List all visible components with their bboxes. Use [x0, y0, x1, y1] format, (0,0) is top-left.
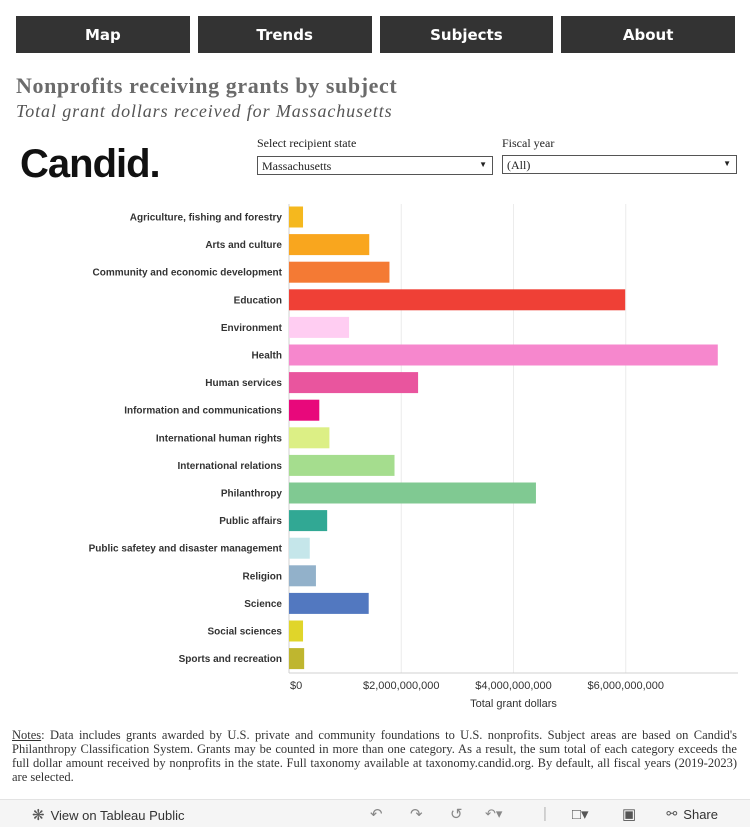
state-select-value: Massachusetts [262, 159, 332, 173]
bar[interactable] [289, 289, 626, 311]
category-label: Public affairs [219, 516, 282, 527]
top-navigation: Map Trends Subjects About [16, 16, 735, 53]
bar[interactable] [289, 592, 369, 614]
bar[interactable] [289, 510, 328, 532]
category-label: Health [251, 351, 282, 362]
share-label: Share [683, 806, 718, 822]
comment-icon[interactable]: □▾ [572, 806, 589, 823]
x-tick-label: $6,000,000,000 [588, 680, 664, 692]
view-on-tableau-label: View on Tableau Public [50, 807, 185, 823]
dropdown-arrow-icon: ▼ [723, 159, 731, 168]
notes-body: : Data includes grants awarded by U.S. p… [12, 728, 737, 784]
bar[interactable] [289, 620, 304, 642]
bar[interactable] [289, 206, 304, 228]
share-button[interactable]: ⚯ Share [666, 806, 718, 822]
year-select[interactable]: (All) ▼ [502, 155, 737, 174]
bar[interactable] [289, 344, 718, 366]
nav-about-button[interactable]: About [561, 16, 735, 53]
category-label: International relations [178, 461, 283, 472]
nav-subjects-button[interactable]: Subjects [379, 16, 554, 53]
bar-chart: Agriculture, fishing and forestry Arts an… [89, 204, 738, 710]
candid-logo: Candid. [20, 142, 161, 186]
category-label: Agriculture, fishing and forestry [130, 213, 283, 224]
bar[interactable] [289, 372, 419, 394]
year-filter-label: Fiscal year [502, 136, 555, 150]
bar[interactable] [289, 427, 330, 449]
bars-group [289, 206, 718, 670]
toolbar-divider: | [543, 805, 547, 822]
category-label: Arts and culture [205, 240, 282, 251]
x-tick-label: $4,000,000,000 [475, 680, 551, 692]
category-label: Sports and recreation [179, 654, 282, 665]
category-label: Information and communications [124, 406, 282, 417]
undo-icon[interactable]: ↶ [370, 806, 383, 823]
tableau-toolbar: ❋ View on Tableau Public ↶ ↷ ↺ ↶▾ | □▾ ▣… [0, 799, 750, 827]
share-icon: ⚯ [666, 806, 678, 821]
state-select[interactable]: Massachusetts ▼ [257, 156, 493, 175]
x-axis-title: Total grant dollars [470, 698, 557, 710]
bar[interactable] [289, 234, 370, 256]
category-label: Human services [205, 378, 282, 389]
bar[interactable] [289, 454, 395, 476]
bar[interactable] [289, 316, 350, 338]
notes-label: Notes [12, 728, 42, 742]
x-tick-label: $0 [290, 680, 302, 692]
bar[interactable] [289, 565, 316, 587]
nav-trends-button[interactable]: Trends [197, 16, 372, 53]
nav-map-button[interactable]: Map [16, 16, 190, 53]
category-label: International human rights [156, 433, 283, 444]
bar[interactable] [289, 537, 310, 559]
category-label: Social sciences [208, 627, 283, 638]
revert-icon[interactable]: ↺ [450, 806, 463, 823]
bar[interactable] [289, 482, 536, 504]
bar[interactable] [289, 261, 390, 283]
dropdown-arrow-icon: ▼ [479, 160, 487, 169]
category-label: Religion [243, 571, 282, 582]
view-on-tableau-link[interactable]: ❋ View on Tableau Public [32, 806, 185, 824]
notes-text: Notes: Data includes grants awarded by U… [12, 728, 737, 784]
category-label: Philanthropy [221, 489, 283, 500]
category-label: Education [234, 295, 282, 306]
page-subtitle: Total grant dollars received for Massach… [16, 101, 393, 121]
tableau-icon: ❋ [32, 807, 45, 824]
fullscreen-icon[interactable]: ▣ [622, 806, 637, 823]
category-labels: Agriculture, fishing and forestry Arts an… [89, 213, 283, 666]
category-label: Science [244, 599, 282, 610]
pause-icon[interactable]: ↶▾ [485, 806, 503, 821]
category-label: Community and economic development [93, 268, 283, 279]
bar[interactable] [289, 648, 305, 670]
state-filter-label: Select recipient state [257, 136, 357, 150]
bar[interactable] [289, 399, 320, 421]
category-label: Environment [221, 323, 283, 334]
x-axis-ticks: $0 $2,000,000,000 $4,000,000,000 $6,000,000… [290, 680, 664, 692]
x-tick-label: $2,000,000,000 [363, 680, 439, 692]
category-label: Public safetey and disaster management [89, 544, 283, 555]
page-title: Nonprofits receiving grants by subject [16, 73, 398, 98]
redo-icon[interactable]: ↷ [410, 806, 423, 823]
year-select-value: (All) [507, 158, 531, 172]
